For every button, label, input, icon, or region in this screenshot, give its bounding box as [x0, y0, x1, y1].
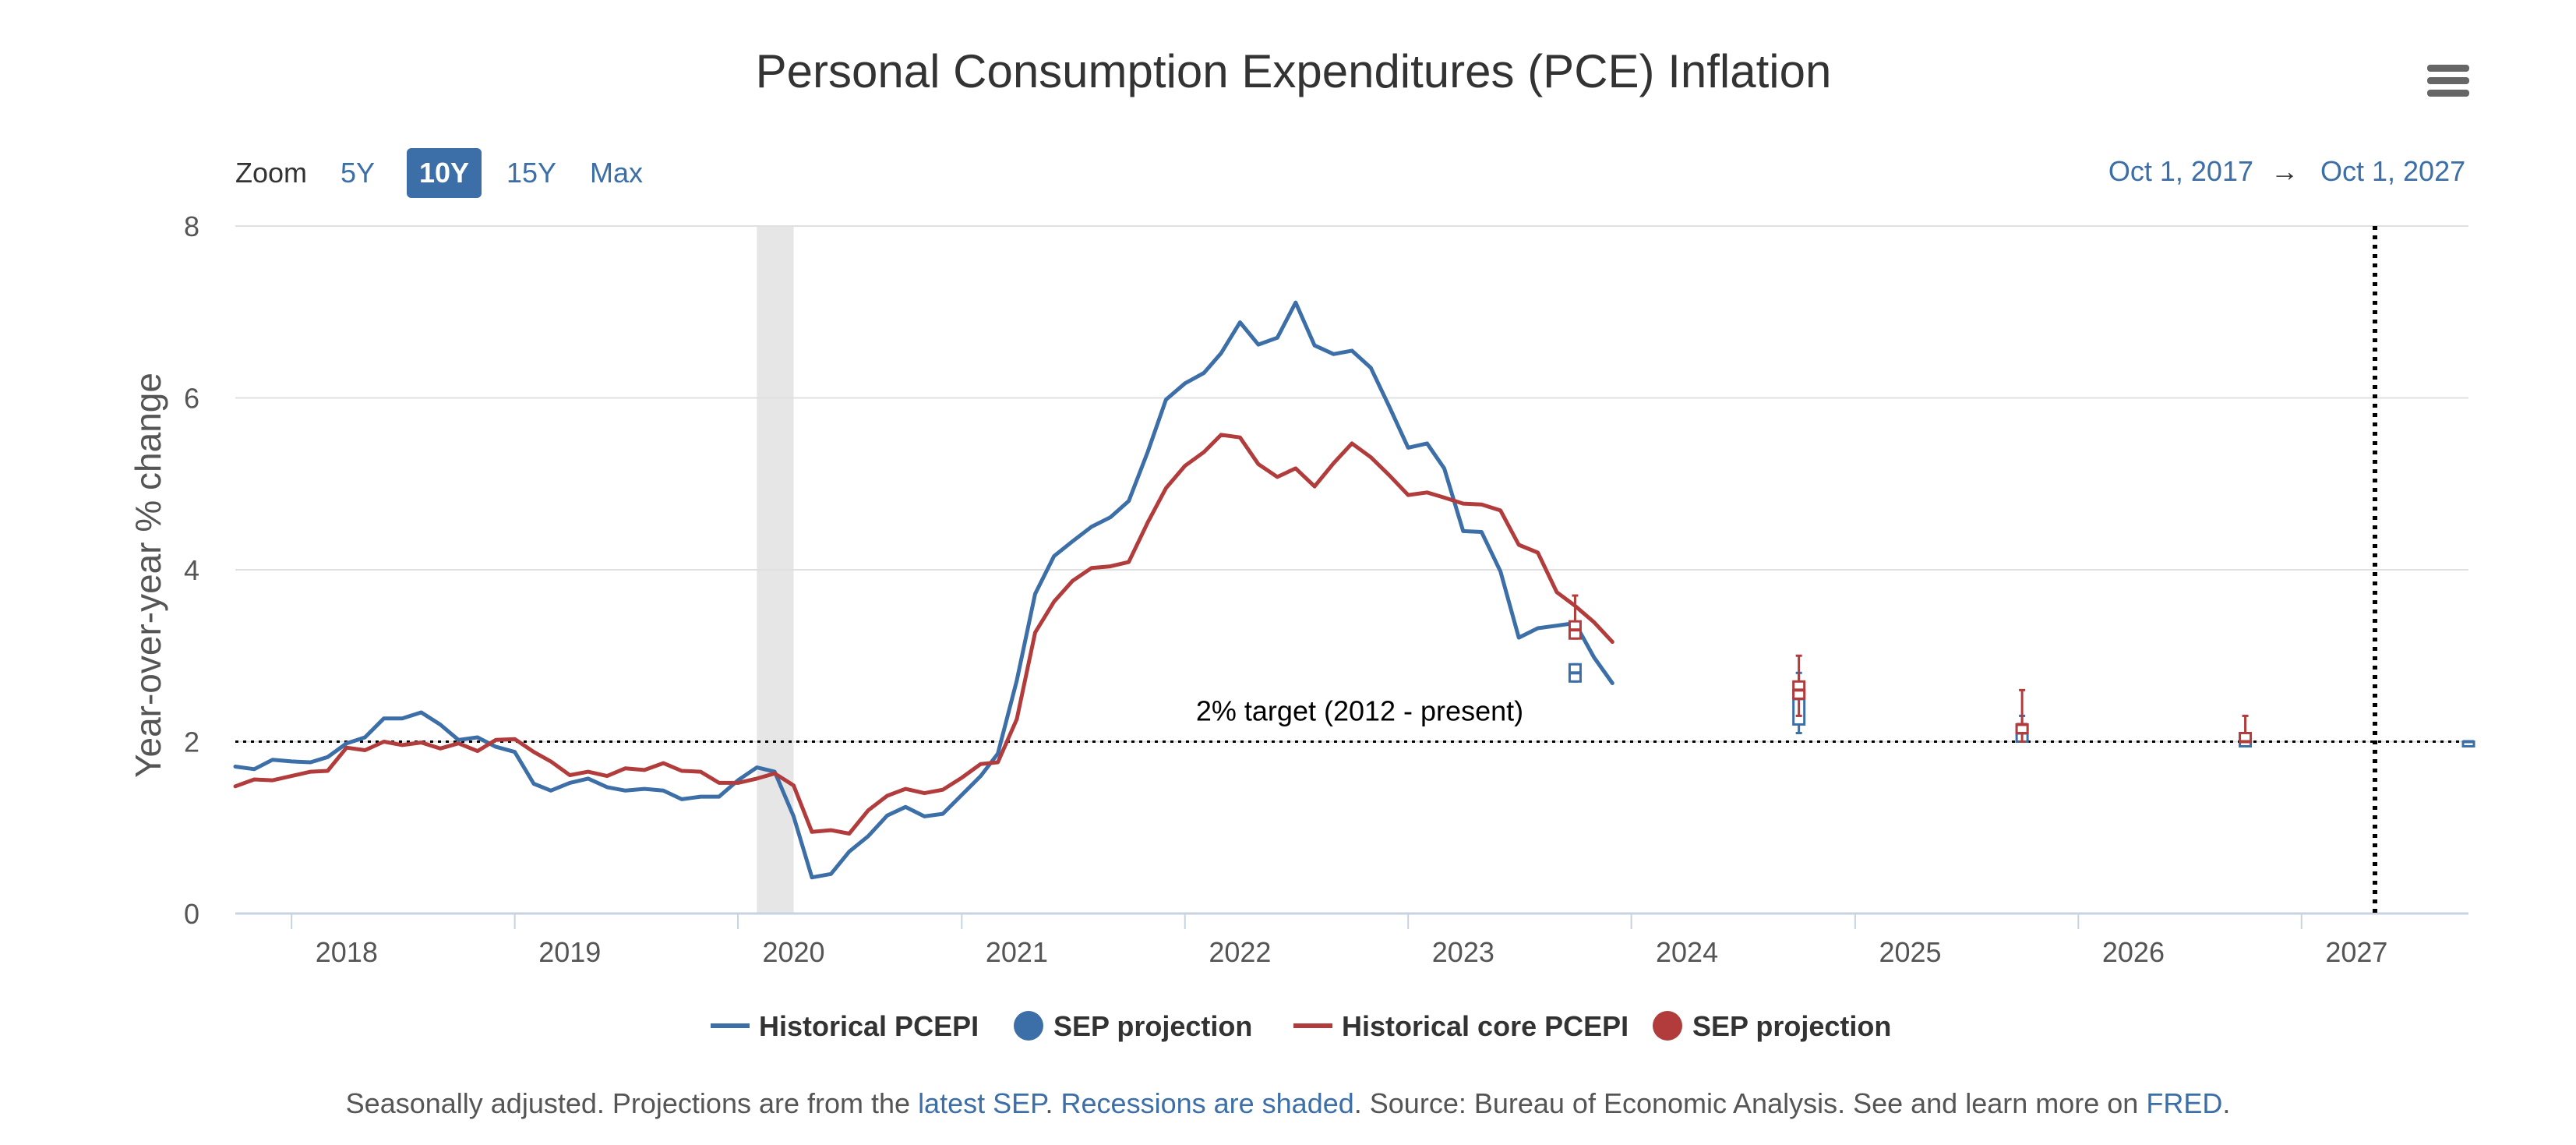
projection-box — [2461, 740, 2475, 747]
legend-label: Historical PCEPI — [759, 1010, 979, 1042]
x-tick-label: 2020 — [762, 936, 824, 968]
footer-text-3: . Source: Bureau of Economic Analysis. S… — [1353, 1087, 2147, 1119]
target-line-label: 2% target (2012 - present) — [1196, 695, 1523, 727]
zoom-option-10y: 10Y — [419, 157, 469, 189]
footer-text-4: . — [2222, 1087, 2231, 1119]
series-lines — [233, 300, 1614, 880]
axes: 0 2 4 6 8 2018 2019 2020 2021 2022 2023 2024 2025 202… — [184, 210, 2468, 968]
menu-icon[interactable] — [2419, 55, 2477, 108]
zoom-button-5y[interactable]: 5Y — [327, 148, 388, 198]
y-tick-label: 2 — [184, 726, 199, 758]
x-tick-label: 2019 — [538, 936, 601, 968]
series-line-core-pcepi — [233, 433, 1614, 836]
zoom-button-10y[interactable]: 10Y — [407, 148, 482, 198]
chart-title: Personal Consumption Expenditures (PCE) … — [756, 45, 1832, 97]
x-tick-label: 2026 — [2102, 936, 2165, 968]
x-tick-label: 2025 — [1879, 936, 1941, 968]
y-tick-label: 6 — [184, 383, 199, 415]
zoom-button-15y[interactable]: 15Y — [497, 148, 566, 198]
y-axis-title: Year-over-year % change — [128, 373, 168, 778]
zoom-option-max: Max — [590, 157, 643, 189]
legend-item[interactable]: Historical core PCEPI — [1293, 1010, 1629, 1042]
y-tick-label: 4 — [184, 554, 199, 586]
target-line-group: 2% target (2012 - present) — [235, 226, 2468, 914]
projection-box — [2015, 688, 2029, 743]
projection-box — [1792, 654, 1806, 717]
series-line-pcepi — [233, 300, 1614, 880]
x-tick-label: 2022 — [1209, 936, 1271, 968]
legend-label: SEP projection — [1692, 1010, 1891, 1042]
grid-lines — [235, 225, 2468, 743]
fred-link[interactable]: FRED — [2146, 1087, 2223, 1119]
x-tick-label: 2023 — [1432, 936, 1494, 968]
latest-sep-link[interactable]: latest SEP — [918, 1087, 1046, 1119]
zoom-button-max[interactable]: Max — [583, 148, 650, 198]
x-tick-label: 2018 — [316, 936, 378, 968]
y-tick-label: 0 — [184, 898, 199, 930]
range-from-date[interactable]: Oct 1, 2017 — [2108, 155, 2253, 187]
legend-item[interactable]: SEP projection — [1014, 1010, 1252, 1042]
range-to-date[interactable]: Oct 1, 2027 — [2320, 155, 2465, 187]
projection-box — [1568, 663, 1582, 683]
zoom-label: Zoom — [235, 157, 307, 189]
legend: Historical PCEPI SEP projection Historical… — [711, 1010, 1891, 1042]
legend-label: Historical core PCEPI — [1342, 1010, 1629, 1042]
footer-text-1: Seasonally adjusted. Projections are fro… — [345, 1087, 919, 1119]
zoom-option-5y: 5Y — [341, 157, 375, 189]
x-tick-label: 2024 — [1656, 936, 1718, 968]
legend-item[interactable]: Historical PCEPI — [711, 1010, 979, 1042]
legend-dot-swatch — [1653, 1011, 1682, 1041]
legend-label: SEP projection — [1053, 1010, 1252, 1042]
y-tick-label: 8 — [184, 210, 199, 242]
projection-box — [2239, 714, 2253, 744]
footer-text-2: . — [1045, 1087, 1061, 1119]
projection-box — [1568, 594, 1582, 640]
legend-item[interactable]: SEP projection — [1653, 1010, 1891, 1042]
x-tick-label: 2027 — [2325, 936, 2387, 968]
zoom-option-15y: 15Y — [506, 157, 556, 189]
recessions-link[interactable]: Recessions are shaded — [1060, 1087, 1354, 1119]
footer-note: Seasonally adjusted. Projections are fro… — [0, 1087, 2576, 1120]
x-tick-label: 2021 — [986, 936, 1048, 968]
range-arrow: → — [2271, 155, 2299, 187]
projection-boxes — [1568, 594, 2475, 747]
legend-dot-swatch — [1014, 1011, 1043, 1041]
